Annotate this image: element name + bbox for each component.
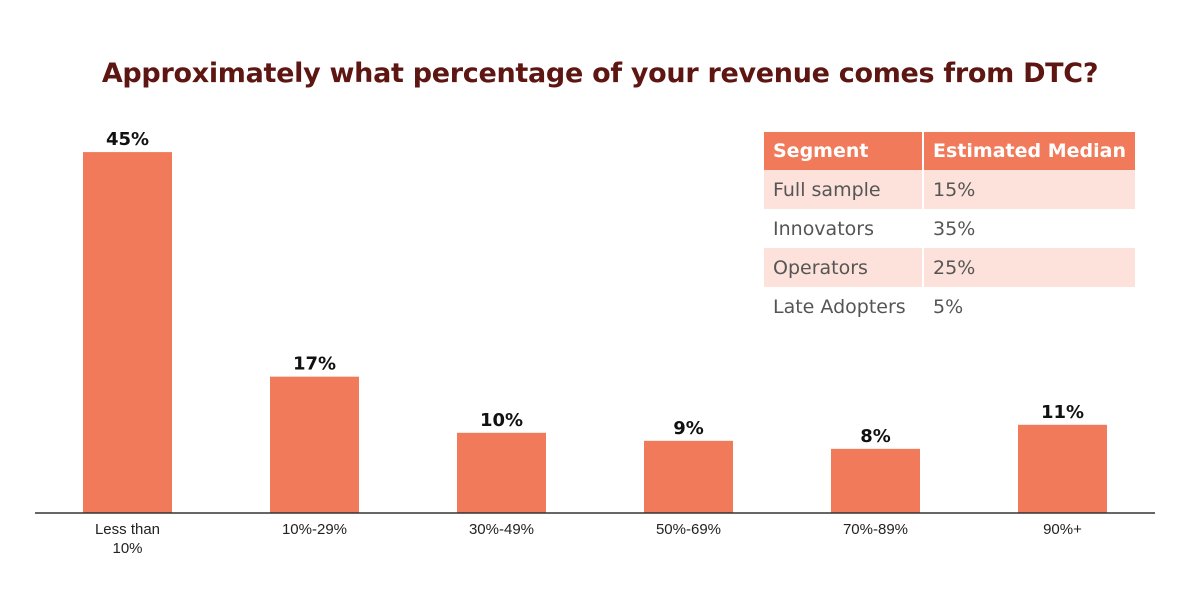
bar-5: [831, 448, 920, 513]
value-label: 10%: [480, 410, 523, 431]
segment-median-table: Segment Estimated Median Full sample 15%…: [764, 132, 1135, 326]
table-row: Operators 25%: [764, 248, 1135, 287]
bar-6: [1018, 424, 1107, 513]
bar-1: [83, 152, 172, 513]
category-label: 90%+: [1043, 521, 1082, 538]
value-label: 8%: [860, 426, 891, 447]
bar-3: [457, 432, 546, 513]
segment-cell: Innovators: [764, 209, 925, 248]
category-label: Less than 10%: [95, 521, 160, 557]
median-cell: 5%: [933, 295, 964, 318]
value-label: 11%: [1041, 402, 1084, 423]
value-label: 9%: [673, 418, 704, 439]
header-estimated-median: Estimated Median: [923, 132, 1135, 170]
table-row: Full sample 15%: [764, 170, 1135, 209]
table-row: Innovators 35%: [764, 209, 1135, 248]
median-cell: 35%: [933, 217, 976, 240]
bar-2: [270, 376, 359, 513]
header-segment: Segment: [764, 132, 925, 170]
chart-title: Approximately what percentage of your re…: [101, 58, 1099, 89]
category-label: 10%-29%: [282, 521, 347, 538]
table-row: Late Adopters 5%: [764, 287, 1135, 326]
category-label: 70%-89%: [843, 521, 908, 538]
segment-cell: Full sample: [764, 170, 925, 209]
value-label: 45%: [106, 129, 149, 150]
median-cell: 15%: [923, 170, 1135, 209]
value-label: 17%: [293, 354, 336, 375]
segment-cell: Operators: [764, 248, 925, 287]
category-label: 50%-69%: [656, 521, 721, 538]
table-header-row: Segment Estimated Median: [764, 132, 1135, 170]
segment-cell: Late Adopters: [764, 287, 925, 326]
bar-4: [644, 440, 733, 513]
category-label: 30%-49%: [469, 521, 534, 538]
median-cell: 25%: [923, 248, 1135, 287]
